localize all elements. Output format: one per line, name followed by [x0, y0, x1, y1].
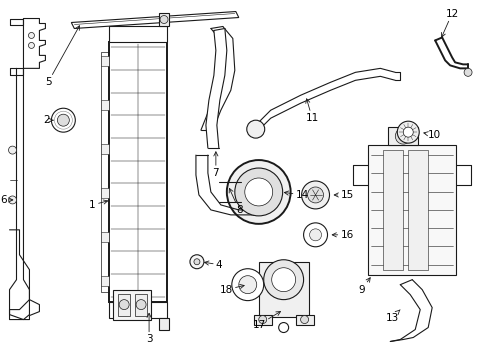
Bar	[259, 262, 309, 316]
Circle shape	[8, 196, 17, 204]
Text: 16: 16	[332, 230, 354, 240]
Bar	[109, 42, 167, 302]
Polygon shape	[391, 280, 432, 342]
Text: 13: 13	[385, 310, 400, 323]
Circle shape	[160, 15, 168, 23]
Circle shape	[403, 127, 413, 137]
Circle shape	[245, 178, 273, 206]
Bar	[159, 13, 169, 27]
Circle shape	[119, 300, 129, 310]
Circle shape	[302, 181, 329, 209]
Circle shape	[271, 268, 295, 292]
Circle shape	[308, 187, 323, 203]
Polygon shape	[196, 155, 253, 215]
Circle shape	[304, 223, 327, 247]
Circle shape	[300, 316, 309, 324]
Text: 2: 2	[44, 115, 53, 125]
Circle shape	[235, 168, 283, 216]
Circle shape	[397, 121, 419, 143]
Bar	[101, 188, 109, 198]
Circle shape	[28, 42, 34, 48]
Circle shape	[8, 146, 17, 154]
Text: 15: 15	[334, 190, 354, 200]
Circle shape	[57, 114, 69, 126]
Circle shape	[51, 108, 75, 132]
Bar	[101, 144, 109, 154]
Text: 10: 10	[424, 130, 441, 140]
Bar	[135, 294, 147, 316]
Text: 17: 17	[252, 311, 280, 329]
Bar	[109, 27, 167, 42]
Circle shape	[310, 229, 321, 241]
Polygon shape	[201, 27, 235, 130]
Polygon shape	[435, 37, 468, 68]
Circle shape	[190, 255, 204, 269]
Circle shape	[227, 160, 291, 224]
Circle shape	[247, 120, 265, 138]
Circle shape	[232, 269, 264, 301]
Bar	[101, 57, 109, 66]
Bar	[388, 127, 418, 145]
Text: 8: 8	[229, 188, 243, 215]
Bar	[109, 302, 167, 318]
Polygon shape	[206, 28, 227, 148]
Bar	[101, 100, 109, 110]
Circle shape	[264, 260, 304, 300]
Bar	[295, 315, 314, 325]
Bar	[383, 150, 403, 270]
Text: 12: 12	[441, 9, 459, 37]
Polygon shape	[256, 68, 395, 133]
Text: 3: 3	[146, 313, 152, 345]
Circle shape	[464, 68, 472, 76]
Text: 18: 18	[220, 284, 244, 294]
Circle shape	[239, 276, 257, 294]
Text: 6: 6	[0, 195, 13, 205]
Bar	[408, 150, 428, 270]
Bar	[159, 318, 169, 329]
Circle shape	[279, 323, 289, 333]
Text: 14: 14	[284, 190, 309, 200]
Circle shape	[194, 259, 200, 265]
Bar	[113, 290, 151, 320]
Bar	[368, 145, 456, 275]
Circle shape	[395, 128, 411, 144]
Bar	[241, 174, 277, 210]
Bar	[101, 276, 109, 286]
Bar	[254, 315, 271, 325]
Polygon shape	[72, 12, 239, 28]
Bar	[101, 232, 109, 242]
Text: 7: 7	[213, 152, 219, 178]
Circle shape	[28, 32, 34, 39]
Circle shape	[259, 316, 267, 324]
Bar	[118, 294, 130, 316]
Text: 11: 11	[306, 99, 319, 123]
Text: 5: 5	[45, 26, 79, 87]
Text: 1: 1	[89, 200, 108, 210]
Circle shape	[136, 300, 146, 310]
Text: 9: 9	[358, 278, 370, 294]
Text: 4: 4	[205, 260, 222, 270]
